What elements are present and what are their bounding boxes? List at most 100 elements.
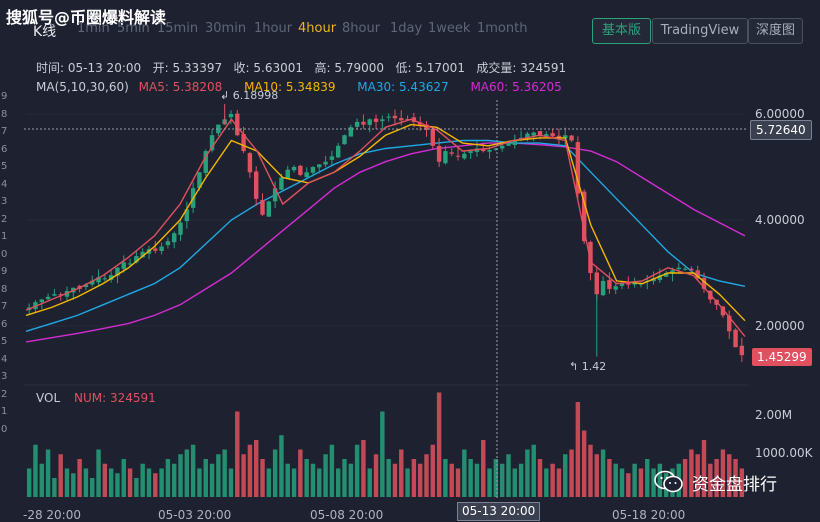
time-tick-4: 05-18 20:00 xyxy=(612,508,686,522)
volume-bar xyxy=(279,435,284,497)
volume-bar xyxy=(594,454,599,497)
candle-body xyxy=(367,119,372,125)
timeframe-1hour[interactable]: 1hour xyxy=(254,21,293,36)
candle-body xyxy=(121,262,126,269)
volume-bar xyxy=(77,459,82,497)
candle-body xyxy=(153,248,158,251)
volume-bar xyxy=(575,402,581,497)
timeframe-5min[interactable]: 5min xyxy=(117,21,150,36)
volume-bar xyxy=(487,468,492,497)
left-axis-digit: 8 xyxy=(1,108,8,120)
volume-bar xyxy=(285,463,290,497)
left-axis-digit: 7 xyxy=(1,301,8,312)
candle-body xyxy=(361,121,366,125)
candle-body xyxy=(228,114,234,118)
candle-body xyxy=(701,277,707,289)
candle-body xyxy=(506,143,511,146)
volume-bar xyxy=(203,459,208,497)
timeframe-1week[interactable]: 1week xyxy=(428,21,471,36)
candle-body xyxy=(380,119,385,122)
left-axis-digit: 1 xyxy=(1,231,8,242)
volume-bar xyxy=(348,463,354,497)
candle-body xyxy=(405,118,410,120)
timeframe-1day[interactable]: 1day xyxy=(390,21,423,36)
volume-bar xyxy=(102,463,108,497)
volume-bar xyxy=(228,468,234,497)
candle-body xyxy=(39,299,44,303)
timeframe-8hour[interactable]: 8hour xyxy=(342,21,381,36)
volume-bar xyxy=(626,473,631,497)
candle-body xyxy=(581,191,587,242)
candle-body xyxy=(108,275,114,280)
left-axis-digit: 7 xyxy=(1,126,8,137)
volume-bar xyxy=(512,468,518,497)
volume-bar xyxy=(645,459,650,497)
volume-bar xyxy=(569,449,574,497)
candle-body xyxy=(134,256,139,263)
candle-body xyxy=(619,283,625,286)
volume-bar xyxy=(455,468,461,497)
volume-bar xyxy=(361,440,366,497)
candle-body xyxy=(52,294,57,296)
volume-bar xyxy=(380,411,385,497)
candle-body xyxy=(531,132,536,136)
volume-bar xyxy=(134,478,139,497)
low-marker-value: 1.42 xyxy=(581,360,607,373)
candle-body xyxy=(575,142,581,194)
left-axis-digit: 6 xyxy=(1,318,8,330)
brand-name: 资金盘排行 xyxy=(692,474,777,495)
volume-bar xyxy=(405,468,410,497)
volume-bar xyxy=(354,444,360,497)
timeframe-1min[interactable]: 1min xyxy=(77,21,110,36)
low-value: 5.17001 xyxy=(415,61,465,75)
volume-bar xyxy=(26,468,32,497)
candle-body xyxy=(512,140,518,146)
volume-bar xyxy=(531,444,536,497)
tradingview-button[interactable]: TradingView xyxy=(652,18,748,44)
crosshair-price-tag: 5.72640 xyxy=(750,120,812,140)
candle-body xyxy=(436,145,442,162)
low-marker-arrow-icon: ↰ xyxy=(569,360,579,373)
volume-tick-1000k: 1000.00K xyxy=(755,446,813,460)
time-label: 时间: xyxy=(36,61,65,75)
candle-body xyxy=(272,188,278,202)
left-axis-digit: 5 xyxy=(1,336,8,347)
volume-bar xyxy=(493,459,499,497)
candle-body xyxy=(317,164,322,168)
candle-body xyxy=(399,118,404,121)
volume-bar xyxy=(720,449,726,497)
volume-bar xyxy=(115,473,120,497)
candle-body xyxy=(247,153,253,173)
volume-bar xyxy=(178,454,183,497)
wechat-icon xyxy=(654,470,683,493)
volume-tick-2m: 2.00M xyxy=(755,408,793,422)
volume-bar xyxy=(436,392,442,497)
candle-body xyxy=(430,128,436,146)
candle-body xyxy=(733,329,738,348)
basic-view-button[interactable]: 基本版 xyxy=(592,18,651,44)
volume-bar xyxy=(159,468,164,497)
low-label: 低: xyxy=(395,61,412,75)
volume-bar xyxy=(657,463,663,497)
candle-body xyxy=(323,161,328,165)
timeframe-1month[interactable]: 1month xyxy=(477,21,528,36)
time-value: 05-13 20:00 xyxy=(67,61,142,75)
candle-body xyxy=(329,156,335,160)
timeframe-15min[interactable]: 15min xyxy=(157,21,199,36)
volume-bar xyxy=(329,444,335,497)
volume-bar xyxy=(392,463,398,497)
timeframe-30min[interactable]: 30min xyxy=(205,21,247,36)
volume-bar xyxy=(689,449,694,497)
candle-body xyxy=(626,282,631,285)
ma5-line xyxy=(25,118,746,338)
timeframe-4hour[interactable]: 4hour xyxy=(298,21,337,36)
price-tick-4: 4.00000 xyxy=(755,213,805,227)
volume-bar xyxy=(581,430,587,497)
depth-chart-button[interactable]: 深度图 xyxy=(748,18,803,44)
candle-body xyxy=(443,151,448,164)
candle-body xyxy=(487,150,492,152)
volume-bar xyxy=(443,459,448,497)
price-tick-6: 6.00000 xyxy=(755,107,805,121)
candle-body xyxy=(58,294,63,296)
